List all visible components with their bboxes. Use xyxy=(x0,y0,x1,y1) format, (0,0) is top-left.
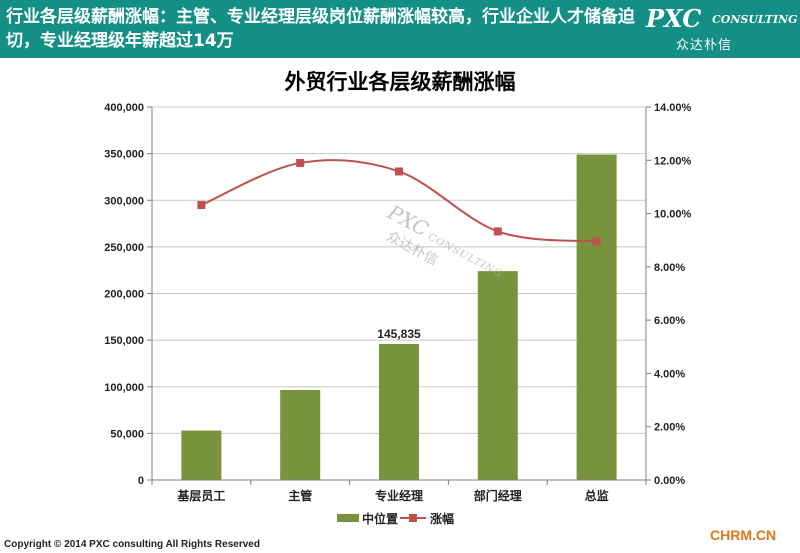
growth-line-point xyxy=(296,158,305,167)
right-tick-label: 12.00% xyxy=(654,155,692,167)
pxc-logo-chinese: 众达朴信 xyxy=(676,38,733,53)
legend-label-line: 涨幅 xyxy=(430,511,454,526)
left-tick-label: 350,000 xyxy=(104,149,144,161)
left-tick-label: 100,000 xyxy=(104,382,144,394)
right-tick-label: 4.00% xyxy=(654,368,685,380)
bar xyxy=(576,154,617,480)
left-tick-label: 50,000 xyxy=(110,428,144,440)
right-tick-label: 0.00% xyxy=(654,475,685,487)
site-logo: CHRM.CN xyxy=(710,527,777,543)
right-tick-label: 14.00% xyxy=(654,102,692,114)
category-label: 部门经理 xyxy=(474,488,522,503)
legend-swatch-bar xyxy=(337,514,359,522)
header-banner: 行业各层级薪酬涨幅：主管、专业经理层级岗位薪酬涨幅较高，行业企业人才储备迫切，专… xyxy=(0,0,800,58)
growth-line-point xyxy=(493,227,502,236)
right-tick-label: 10.00% xyxy=(654,209,692,221)
growth-line-point xyxy=(395,167,403,176)
growth-line-point xyxy=(592,237,601,246)
right-tick-label: 8.00% xyxy=(654,262,685,274)
category-label: 主管 xyxy=(288,488,312,503)
legend-label-bar: 中位置 xyxy=(362,511,398,526)
axes xyxy=(147,106,651,485)
left-tick-label: 150,000 xyxy=(104,335,144,347)
left-tick-label: 400,000 xyxy=(104,102,144,114)
bar xyxy=(477,271,518,480)
left-tick-label: 300,000 xyxy=(104,195,144,207)
left-tick-label: 250,000 xyxy=(104,242,144,254)
bar-data-label: 145,835 xyxy=(377,327,421,341)
left-tick-label: 200,000 xyxy=(104,289,144,301)
header-text: 行业各层级薪酬涨幅：主管、专业经理层级岗位薪酬涨幅较高，行业企业人才储备迫切，专… xyxy=(6,7,635,51)
legend-swatch-marker xyxy=(409,514,417,522)
bar xyxy=(379,344,419,480)
right-tick-label: 6.00% xyxy=(654,315,685,327)
gridlines xyxy=(152,106,646,434)
chart-title: 外贸行业各层级薪酬涨幅 xyxy=(284,70,516,94)
category-label: 基层员工 xyxy=(176,488,225,503)
pxc-logo-sub: CONSULTING xyxy=(712,13,798,26)
right-tick-label: 2.00% xyxy=(654,422,685,434)
tick-labels: 0 50,000 100,000 150,000 200,000 250,000 300,0… xyxy=(104,102,691,503)
bar xyxy=(181,430,222,480)
growth-line xyxy=(197,158,601,246)
category-label: 专业经理 xyxy=(375,488,423,503)
left-tick-label: 0 xyxy=(138,475,144,487)
bar xyxy=(280,390,321,480)
growth-line-point xyxy=(197,201,206,210)
bars xyxy=(181,154,617,480)
copyright-text: Copyright © 2014 PXC consulting All Righ… xyxy=(4,539,260,550)
pxc-logo: PXC xyxy=(646,4,702,33)
category-label: 总监 xyxy=(585,488,609,503)
legend: 中位置 涨幅 xyxy=(337,511,454,526)
